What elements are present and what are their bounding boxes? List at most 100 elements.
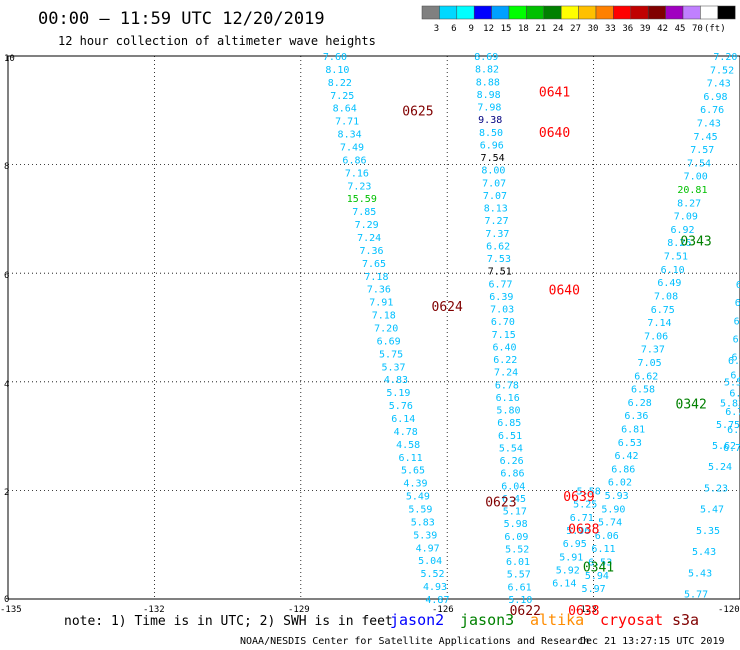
swh-value: 6.42 — [614, 451, 638, 462]
swh-value: 7.36 — [360, 246, 384, 257]
swh-value: 5.59 — [408, 505, 432, 516]
swh-value: 6.70 — [723, 443, 740, 454]
swh-value: 5.17 — [503, 507, 527, 518]
swh-value: 7.98 — [477, 103, 501, 114]
swh-value: 7.24 — [357, 233, 381, 244]
legend-label: 39 — [640, 24, 651, 34]
swh-value: 20.81 — [677, 185, 707, 196]
swh-value: 6.40 — [492, 342, 516, 353]
legend-swatch — [682, 5, 701, 20]
swh-value: 5.96 — [566, 526, 590, 537]
swh-value: 5.10 — [508, 595, 532, 606]
swh-value: 7.49 — [340, 143, 364, 154]
swh-value: 6.86 — [500, 469, 524, 480]
x-tick: -120 — [718, 605, 740, 615]
swh-value: 6.76 — [700, 105, 724, 116]
legend-swatch — [578, 5, 597, 20]
swh-value: 6.06 — [728, 356, 740, 367]
y-tick: 4 — [4, 380, 9, 390]
swh-value: 5.98 — [504, 519, 528, 530]
swh-value: 7.03 — [490, 305, 514, 316]
map-title: 00:00 – 11:59 UTC 12/20/2019 — [38, 9, 325, 29]
swh-value: 5.83 — [411, 517, 435, 528]
swh-value: 5.39 — [413, 530, 437, 541]
sat-jason3: jason3 — [460, 611, 514, 629]
swh-value: 8.13 — [484, 204, 508, 215]
swh-value: 6.71 — [570, 513, 594, 524]
legend-label: 21 — [535, 24, 546, 34]
legend-label: 18 — [518, 24, 529, 34]
swh-value: 6.8 — [727, 425, 740, 436]
latitude-tick-labels: 10 8 6 4 2 0 — [4, 54, 15, 605]
swh-value: 7.27 — [485, 216, 509, 227]
swh-value: 8.82 — [475, 65, 499, 76]
swh-value: 7.54 — [481, 153, 505, 164]
swh-value: 6.95 — [563, 539, 587, 550]
swh-value: 6.3 — [734, 316, 740, 327]
swh-value: 6.7 — [732, 352, 740, 363]
pass-label: 0623 — [485, 495, 516, 510]
swh-value: 7.18 — [372, 311, 396, 322]
swh-value: 6.14 — [391, 414, 415, 425]
plot-frame — [7, 55, 740, 600]
legend-label: 27 — [570, 24, 581, 34]
pass-label: 0638 — [568, 522, 599, 537]
swh-value: 7.45 — [694, 132, 718, 143]
swh-value: 5.77 — [684, 590, 708, 601]
swh-value: 6.22 — [493, 355, 517, 366]
pass-label: 0341 — [583, 560, 614, 575]
pass-label: 0624 — [432, 300, 463, 315]
swh-value: 6.36 — [624, 411, 648, 422]
swh-value: 6.2 — [733, 334, 740, 345]
swh-tracks: 7.608.108.227.258.647.718.347.496.867.16… — [323, 52, 740, 606]
swh-value: 5.97 — [582, 584, 606, 595]
swh-value: 6.3 — [736, 280, 740, 291]
swh-value: 6.39 — [489, 292, 513, 303]
legend-swatch — [595, 5, 614, 20]
swh-value: 6.49 — [657, 278, 681, 289]
swh-value: 6.10 — [661, 265, 685, 276]
swh-value: 5.55 — [724, 377, 740, 388]
swh-value: 7.08 — [654, 291, 678, 302]
swh-value: 7.57 — [690, 145, 714, 156]
swh-value: 8.22 — [328, 78, 352, 89]
swh-value: 8.26 — [667, 238, 691, 249]
y-tick: 0 — [4, 595, 9, 605]
y-tick: 10 — [4, 54, 15, 64]
swh-value: 7.24 — [494, 368, 518, 379]
legend-label: 42 — [657, 24, 668, 34]
swh-value: 6.92 — [670, 225, 694, 236]
pass-label: 0625 — [402, 104, 433, 119]
swh-value: 6.69 — [377, 336, 401, 347]
swh-value: 7.37 — [485, 229, 509, 240]
swh-value: 9.38 — [478, 115, 502, 126]
swh-value: 6.04 — [501, 481, 525, 492]
swh-value: 5.24 — [708, 462, 732, 473]
swh-value: 6.77 — [488, 279, 512, 290]
legend-swatch — [560, 5, 579, 20]
legend-swatch — [421, 5, 440, 20]
swh-value: 8.10 — [325, 65, 349, 76]
x-tick: -126 — [432, 605, 454, 615]
swh-value: 6.70 — [491, 317, 515, 328]
x-tick: -129 — [288, 605, 310, 615]
swh-value: 5.75 — [716, 420, 740, 431]
swh-value: 7.60 — [323, 52, 347, 63]
swh-value: 4.58 — [396, 440, 420, 451]
swh-value: 6.98 — [703, 92, 727, 103]
swh-value: 5.52 — [421, 569, 445, 580]
x-tick: -123 — [575, 605, 597, 615]
longitude-tick-labels: -135 -132 -129 -126 -123 -120 — [0, 605, 740, 615]
pass-label: 0641 — [539, 85, 570, 100]
swh-value: 7.91 — [369, 298, 393, 309]
swh-value: 5.52 — [505, 544, 529, 555]
legend-swatch — [456, 5, 475, 20]
swh-value: 5.94 — [585, 571, 609, 582]
swh-value: 6.62 — [634, 371, 658, 382]
swh-color-legend — [421, 5, 736, 20]
swh-value: 7.18 — [364, 272, 388, 283]
swh-value: 8.64 — [333, 104, 357, 115]
legend-label: 45 — [675, 24, 686, 34]
legend-label: 9 — [468, 24, 473, 34]
